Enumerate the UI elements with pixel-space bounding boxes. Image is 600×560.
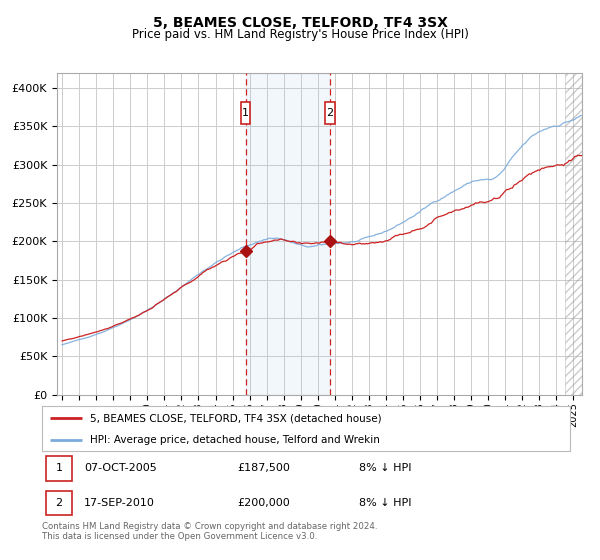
Text: £187,500: £187,500 xyxy=(238,464,290,473)
Text: 1: 1 xyxy=(242,108,249,118)
Text: £200,000: £200,000 xyxy=(238,498,290,508)
Text: 2: 2 xyxy=(55,498,62,508)
Text: 2: 2 xyxy=(326,108,334,118)
Text: 07-OCT-2005: 07-OCT-2005 xyxy=(84,464,157,473)
Bar xyxy=(245,73,330,395)
Text: Price paid vs. HM Land Registry's House Price Index (HPI): Price paid vs. HM Land Registry's House … xyxy=(131,28,469,41)
Text: HPI: Average price, detached house, Telford and Wrekin: HPI: Average price, detached house, Telf… xyxy=(89,435,379,445)
Text: 17-SEP-2010: 17-SEP-2010 xyxy=(84,498,155,508)
Bar xyxy=(565,73,582,395)
Text: Contains HM Land Registry data © Crown copyright and database right 2024.
This d: Contains HM Land Registry data © Crown c… xyxy=(42,522,377,542)
Text: 1: 1 xyxy=(55,464,62,473)
FancyBboxPatch shape xyxy=(241,102,250,124)
FancyBboxPatch shape xyxy=(46,491,71,515)
Text: 5, BEAMES CLOSE, TELFORD, TF4 3SX: 5, BEAMES CLOSE, TELFORD, TF4 3SX xyxy=(152,16,448,30)
FancyBboxPatch shape xyxy=(325,102,335,124)
Text: 8% ↓ HPI: 8% ↓ HPI xyxy=(359,464,412,473)
FancyBboxPatch shape xyxy=(46,456,71,480)
Text: 8% ↓ HPI: 8% ↓ HPI xyxy=(359,498,412,508)
Text: 5, BEAMES CLOSE, TELFORD, TF4 3SX (detached house): 5, BEAMES CLOSE, TELFORD, TF4 3SX (detac… xyxy=(89,413,381,423)
